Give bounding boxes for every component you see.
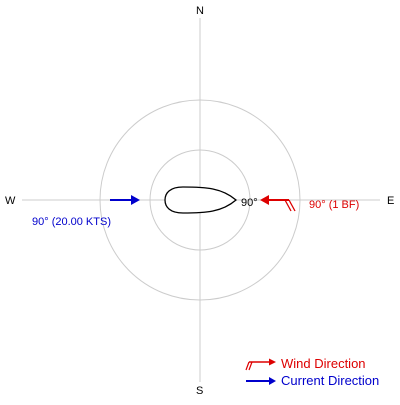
current-legend-label: Current Direction bbox=[281, 373, 380, 388]
west-label: W bbox=[5, 195, 16, 207]
outer-ring bbox=[99, 99, 301, 301]
heading-label: 90° bbox=[241, 197, 258, 209]
vessel-outline bbox=[164, 186, 237, 214]
wind-legend-icon bbox=[245, 358, 276, 371]
legend-current: Current Direction bbox=[243, 374, 379, 388]
current-arrow bbox=[110, 195, 140, 205]
wind-value-label: 90° (1 BF) bbox=[309, 199, 360, 211]
inner-ring bbox=[149, 149, 251, 251]
wind-arrow bbox=[260, 195, 296, 212]
current-legend-icon bbox=[246, 377, 276, 385]
legend-wind: Wind Direction bbox=[243, 357, 366, 371]
wind-legend-label: Wind Direction bbox=[281, 356, 366, 371]
east-label: E bbox=[387, 195, 395, 207]
south-label: S bbox=[196, 385, 204, 397]
north-label: N bbox=[196, 5, 204, 17]
current-value-label: 90° (20.00 KTS) bbox=[32, 216, 111, 228]
